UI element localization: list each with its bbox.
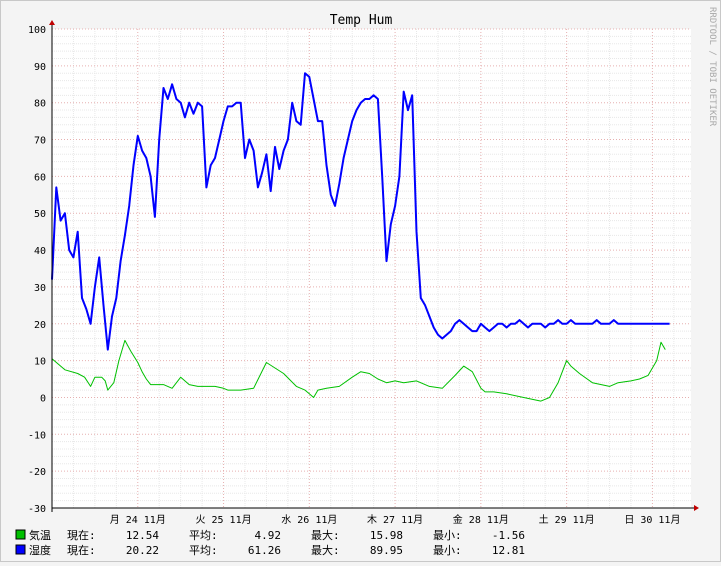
legend-avg-value: 4.92 (255, 529, 282, 542)
y-tick-label: 80 (34, 99, 46, 110)
legend-avg-label: 平均: (189, 529, 218, 542)
y-tick-label: -20 (28, 467, 46, 478)
legend-min-value: 12.81 (492, 544, 525, 557)
x-tick-label: 火 25 11月 (195, 514, 251, 526)
legend-now-label: 現在: (67, 544, 96, 557)
tick-labels: 1009080706050403020100-10-20-30月 24 11月火… (28, 25, 681, 526)
legend-avg-value: 61.26 (248, 544, 281, 557)
legend-avg-label: 平均: (189, 544, 218, 557)
series-line-temperature (51, 339, 666, 402)
legend-series-name: 気温 (29, 528, 51, 542)
legend-max-label: 最大: (311, 543, 340, 557)
legend-series-name: 湿度 (29, 543, 51, 557)
series-line-humidity (51, 72, 670, 351)
y-tick-label: 40 (34, 246, 46, 257)
y-axis-arrow (49, 20, 55, 25)
legend-max-label: 最大: (311, 528, 340, 542)
legend-max-value: 89.95 (370, 544, 403, 557)
x-axis-arrow (694, 505, 699, 511)
rrdtool-watermark: RRDTOOL / TOBI OETIKER (707, 7, 717, 127)
x-tick-label: 木 27 11月 (367, 514, 423, 526)
y-tick-label: 90 (34, 62, 46, 73)
legend-now-value: 20.22 (126, 544, 159, 557)
legend-swatch-temp (15, 529, 26, 540)
x-tick-label: 水 26 11月 (281, 514, 337, 526)
x-tick-label: 日 30 11月 (624, 514, 680, 526)
y-tick-label: 0 (40, 393, 46, 404)
chart-canvas (52, 29, 691, 508)
legend-max-value: 15.98 (370, 529, 403, 542)
legend-row-temp: 気温 現在: 12.54 平均: 4.92 最大: 15.98 最小: -1.5… (15, 528, 525, 542)
legend-row-humidity: 湿度 現在: 20.22 平均: 61.26 最大: 89.95 最小: 12.… (15, 543, 525, 557)
x-tick-label: 金 28 11月 (453, 513, 509, 526)
y-tick-label: 100 (28, 25, 46, 36)
legend-min-value: -1.56 (492, 529, 525, 542)
grid (52, 28, 691, 509)
x-tick-label: 月 24 11月 (110, 514, 166, 526)
chart-title: Temp Hum (330, 13, 393, 28)
y-tick-label: 20 (34, 320, 46, 331)
legend-swatch-humidity (15, 544, 26, 555)
y-tick-label: 60 (34, 172, 46, 183)
legend-min-label: 最小: (433, 529, 462, 542)
legend: 気温 現在: 12.54 平均: 4.92 最大: 15.98 最小: -1.5… (15, 528, 525, 557)
legend-min-label: 最小: (433, 544, 462, 557)
y-tick-label: 10 (34, 357, 46, 368)
legend-now-value: 12.54 (126, 529, 159, 542)
y-tick-label: 70 (34, 136, 46, 147)
y-tick-label: 50 (34, 209, 46, 220)
y-tick-label: 30 (34, 283, 46, 294)
axes (49, 20, 699, 512)
legend-now-label: 現在: (67, 529, 96, 542)
y-tick-label: -30 (28, 504, 46, 515)
x-tick-label: 土 29 11月 (539, 513, 595, 526)
y-tick-label: -10 (28, 430, 46, 441)
series-layer (51, 72, 670, 402)
